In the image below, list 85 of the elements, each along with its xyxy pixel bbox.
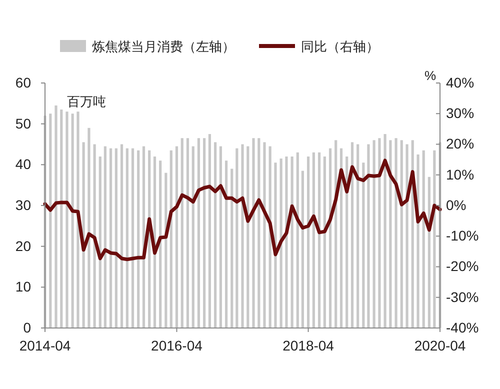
y-tick-label: 60 bbox=[15, 74, 32, 90]
bar bbox=[76, 112, 80, 328]
bar bbox=[164, 172, 168, 328]
bar bbox=[49, 114, 52, 328]
bar bbox=[131, 148, 134, 328]
legend-label: 炼焦煤当月消费（左轴） bbox=[92, 39, 235, 54]
y-tick-label: 50 bbox=[15, 115, 32, 132]
y2-tick-label: -20% bbox=[446, 258, 479, 274]
y-tick-label: 40 bbox=[15, 156, 32, 172]
bar bbox=[224, 160, 228, 328]
bar bbox=[301, 170, 304, 328]
bar bbox=[137, 150, 140, 328]
bar bbox=[197, 138, 200, 328]
bar bbox=[328, 148, 332, 328]
bar bbox=[208, 134, 212, 328]
bar bbox=[236, 148, 238, 328]
y2-tick-label: 30% bbox=[446, 105, 474, 122]
bar bbox=[378, 138, 381, 328]
bar bbox=[384, 134, 386, 328]
bar bbox=[263, 142, 266, 328]
y2-tick-label: 20% bbox=[446, 136, 474, 152]
bar bbox=[394, 138, 398, 328]
bar bbox=[202, 138, 206, 328]
y2-tick-label: 40% bbox=[446, 74, 474, 90]
bar bbox=[356, 144, 360, 328]
bar bbox=[290, 156, 294, 328]
bar bbox=[71, 114, 74, 328]
bar bbox=[241, 144, 244, 328]
bar bbox=[367, 144, 370, 328]
x-tick-label: 2018-04 bbox=[282, 337, 334, 354]
bar bbox=[114, 148, 118, 328]
y2-axis-title: % bbox=[424, 68, 436, 83]
bar bbox=[98, 156, 102, 328]
bar bbox=[66, 112, 68, 328]
bar bbox=[159, 160, 162, 328]
y2-tick-label: -40% bbox=[446, 319, 479, 336]
bar bbox=[280, 158, 282, 328]
line-series bbox=[43, 158, 442, 262]
bar bbox=[186, 138, 190, 328]
bar bbox=[400, 140, 403, 328]
bar bbox=[323, 156, 326, 328]
x-tick-label: 2014-04 bbox=[19, 337, 71, 354]
bar bbox=[192, 146, 194, 328]
y2-tick-label: -10% bbox=[446, 228, 479, 244]
legend-label: 同比（右轴） bbox=[301, 39, 379, 54]
bar bbox=[312, 152, 315, 328]
bar bbox=[285, 156, 288, 328]
bar bbox=[246, 146, 250, 328]
bar bbox=[258, 138, 260, 328]
bar bbox=[126, 148, 128, 328]
bar bbox=[350, 142, 354, 328]
bar bbox=[306, 156, 310, 328]
y2-tick-label: 10% bbox=[446, 166, 474, 182]
y-tick-label: 10 bbox=[15, 278, 32, 295]
bar bbox=[175, 146, 178, 328]
y-tick-label: 30 bbox=[15, 196, 32, 213]
bar bbox=[433, 150, 436, 328]
y2-tick-label: -30% bbox=[446, 288, 479, 305]
bar bbox=[180, 138, 184, 328]
bar bbox=[389, 140, 392, 328]
bar bbox=[109, 148, 112, 328]
bar bbox=[120, 144, 124, 328]
bar bbox=[60, 110, 63, 328]
y-tick-label: 0 bbox=[23, 319, 32, 336]
bar bbox=[372, 140, 376, 328]
bar bbox=[170, 150, 172, 328]
y2-tick-label: 0% bbox=[446, 196, 466, 213]
bar bbox=[104, 146, 106, 328]
bar bbox=[318, 152, 321, 328]
y-axis-title: 百万吨 bbox=[67, 94, 106, 109]
bar bbox=[219, 146, 222, 328]
bar bbox=[422, 150, 425, 328]
bar bbox=[230, 168, 234, 328]
bar bbox=[362, 162, 365, 328]
bar bbox=[274, 162, 277, 328]
x-tick-label: 2016-04 bbox=[151, 337, 203, 354]
bar bbox=[296, 152, 299, 328]
bar bbox=[252, 138, 255, 328]
x-tick-label: 2020-04 bbox=[414, 337, 466, 354]
y-tick-label: 20 bbox=[15, 238, 32, 254]
bar bbox=[214, 142, 217, 328]
bar bbox=[406, 144, 408, 328]
bar bbox=[93, 144, 96, 328]
bar bbox=[54, 105, 58, 328]
bar bbox=[88, 128, 90, 328]
